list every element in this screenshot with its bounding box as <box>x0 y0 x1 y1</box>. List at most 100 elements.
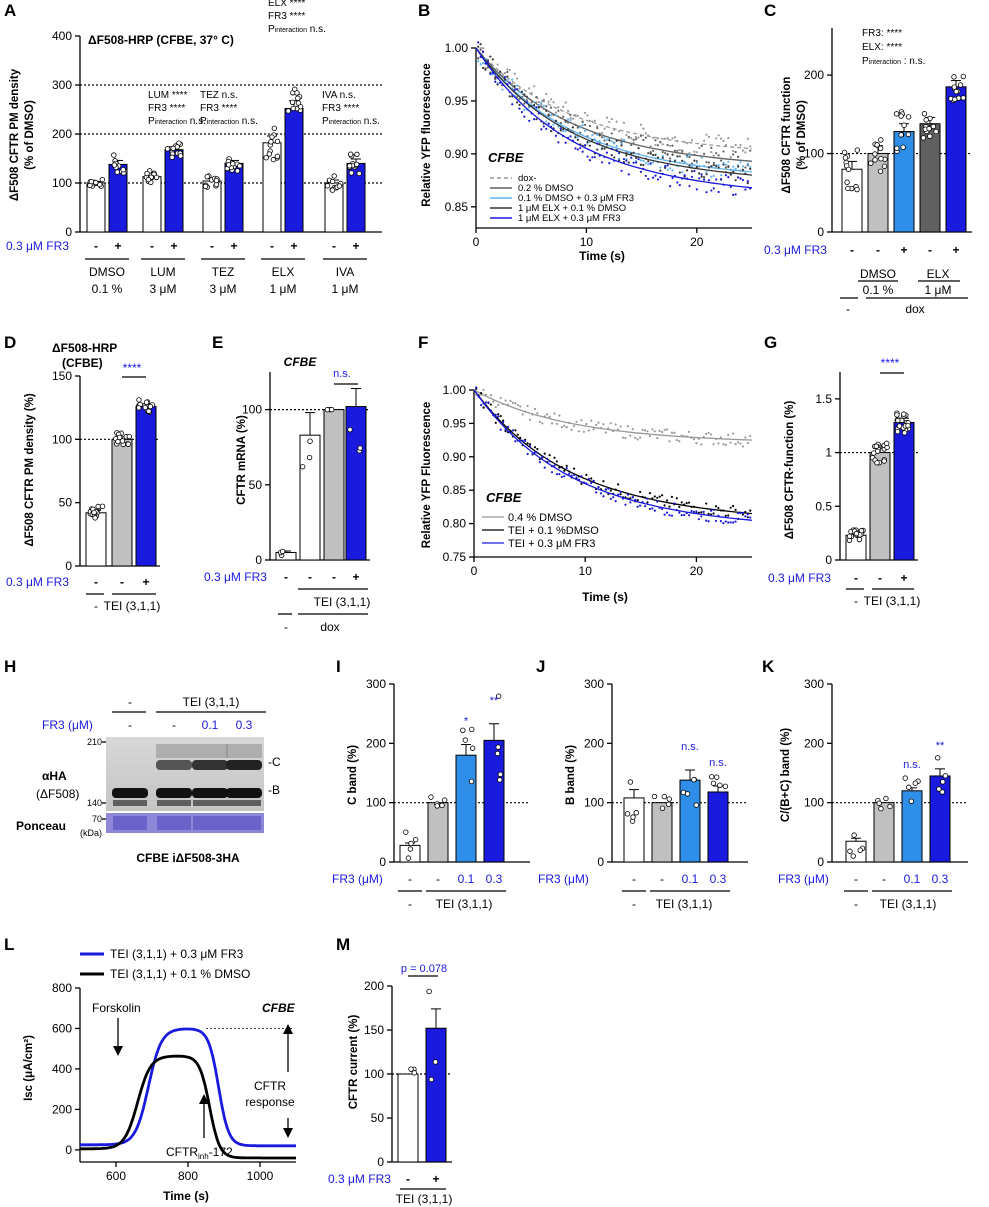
F-scatter-point <box>546 413 549 416</box>
F-scatter-point <box>531 453 534 456</box>
panel-d-label: D <box>4 333 16 352</box>
panel-h-label: H <box>4 657 16 676</box>
C-datapoint <box>920 135 927 141</box>
C-datapoint <box>874 142 880 148</box>
B-scatter-point <box>727 165 730 168</box>
B-fit-line <box>475 47 753 173</box>
B-scatter-point <box>583 144 587 147</box>
F-y-ticklabel: 0.80 <box>443 517 467 531</box>
F-scatter-point <box>489 394 493 397</box>
F-scatter-point <box>482 388 485 392</box>
B-scatter-point <box>736 176 740 179</box>
B-scatter-point <box>545 127 548 130</box>
F-scatter-point <box>609 497 612 500</box>
ponceau-band <box>193 816 227 830</box>
L-y-ticklabel: 600 <box>52 1021 72 1035</box>
F-scatter-point <box>643 504 647 508</box>
B-scatter-point <box>688 184 691 188</box>
panel-a-group-name: DMSO <box>89 265 125 279</box>
I-datapoint <box>469 726 475 733</box>
B-scatter-point <box>744 151 747 154</box>
E-datapoint <box>299 464 306 470</box>
K-y-ticklabel: 300 <box>804 677 824 691</box>
stat-iva-1: IVA n.s. <box>322 90 356 101</box>
F-scatter-point <box>511 429 515 432</box>
F-scatter-point <box>629 501 632 504</box>
I-fr3-value: 0.1 <box>458 872 475 886</box>
F-scatter-point <box>712 443 715 446</box>
B-scatter-point <box>717 190 720 194</box>
panel-a-sign: + <box>230 239 237 253</box>
B-scatter-point <box>518 103 521 107</box>
B-scatter-point <box>683 174 686 177</box>
B-scatter-point <box>695 161 698 164</box>
I-datapoint <box>495 744 501 750</box>
B-scatter-point <box>702 152 706 155</box>
D-datapoint <box>136 397 142 403</box>
F-scatter-point <box>665 428 669 431</box>
B-scatter-point <box>525 101 528 104</box>
B-scatter-point <box>503 71 507 75</box>
B-y-ticklabel: 0.90 <box>445 147 469 161</box>
F-scatter-point <box>661 507 664 511</box>
C-datapoint <box>960 95 967 101</box>
B-scatter-point <box>630 156 633 159</box>
panel-e-title: CFBE <box>284 355 318 369</box>
F-scatter-point <box>497 403 500 407</box>
F-scatter-point <box>692 438 696 441</box>
panel-e-ylabel: CFTR mRNA (%) <box>236 415 248 505</box>
panel-a: A ΔF508 CFTR PM density (% of DMSO) ΔF50… <box>4 0 380 253</box>
K-datapoint <box>942 773 949 779</box>
C-datapoint <box>901 122 907 128</box>
A-datapoint <box>294 90 300 96</box>
B-scatter-point <box>540 103 543 106</box>
J-datapoint <box>661 793 668 800</box>
I-datapoint <box>469 745 476 751</box>
B-scatter-point <box>717 154 720 157</box>
J-datapoint <box>630 814 636 820</box>
B-scatter-point <box>540 101 543 104</box>
F-scatter-point <box>492 400 495 403</box>
C-datapoint <box>927 133 933 139</box>
A-bar <box>224 162 244 233</box>
B-scatter-point <box>515 96 519 99</box>
panel-g-label: G <box>764 333 777 352</box>
A-bar <box>164 149 184 233</box>
B-scatter-point <box>559 129 562 132</box>
F-scatter-point <box>526 452 529 456</box>
B-scatter-point <box>518 87 521 90</box>
B-scatter-point <box>532 100 536 103</box>
F-scatter-point <box>560 426 563 429</box>
B-y-ticklabel: 0.95 <box>445 94 469 108</box>
B-scatter-point <box>603 136 606 139</box>
B-scatter-point <box>707 135 711 138</box>
B-scatter-point <box>613 142 616 145</box>
B-scatter-point <box>576 114 579 117</box>
B-scatter-point <box>681 149 684 152</box>
B-scatter-point <box>542 125 545 128</box>
G-datapoint <box>901 411 907 417</box>
I-datapoint <box>408 840 414 847</box>
F-scatter-point <box>634 436 637 440</box>
F-scatter-point <box>734 508 737 511</box>
K-y-ticklabel: 0 <box>817 855 824 869</box>
B-scatter-point <box>496 63 499 66</box>
I-fr3-value: - <box>436 872 440 886</box>
B-scatter-point <box>664 137 667 140</box>
B-scatter-point <box>746 162 749 165</box>
J-datapoint <box>710 780 717 786</box>
K-datapoint <box>939 789 945 795</box>
A-datapoint <box>263 154 269 161</box>
B-scatter-point <box>501 88 504 91</box>
F-y-ticklabel: 0.85 <box>443 483 467 497</box>
F-scatter-point <box>739 511 742 515</box>
B-scatter-point <box>673 136 677 139</box>
panel-g-fr3-label: 0.3 μM FR3 <box>768 571 831 585</box>
B-scatter-point <box>608 137 611 140</box>
F-scatter-point <box>480 392 483 395</box>
A-datapoint <box>289 99 296 106</box>
B-scatter-point <box>605 151 609 154</box>
B-scatter-point <box>698 146 701 149</box>
B-scatter-point <box>547 122 550 125</box>
